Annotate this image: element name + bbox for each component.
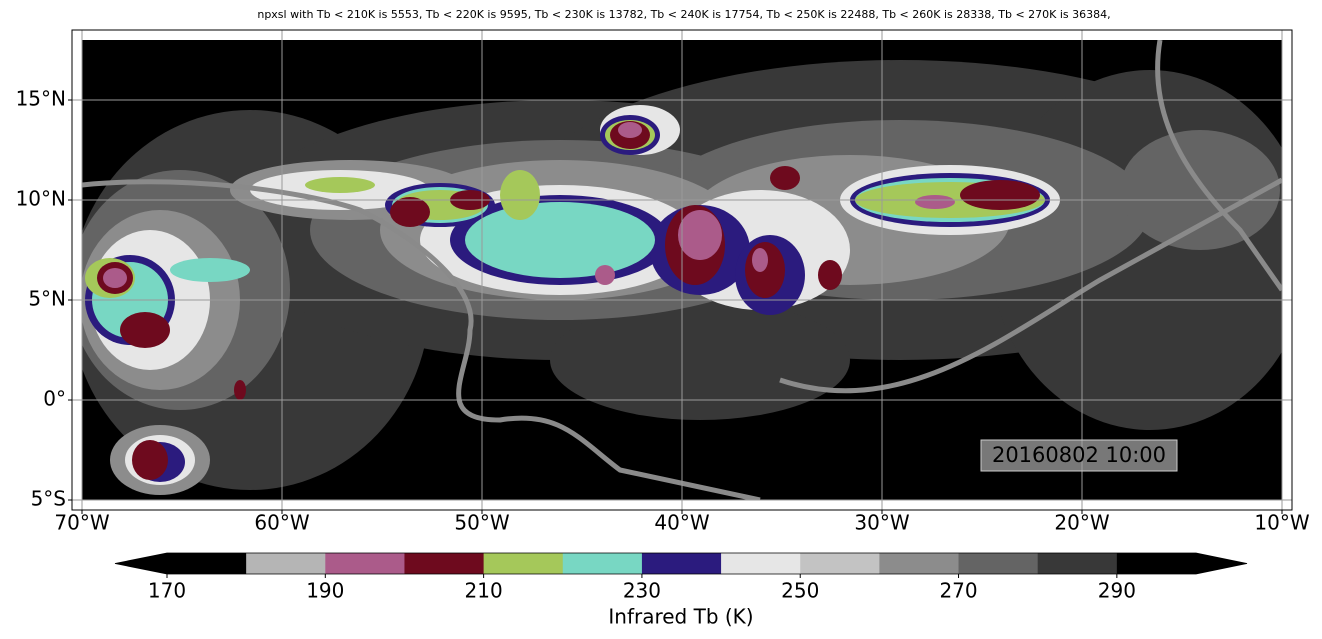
- x-tick-label: 40°W: [654, 511, 709, 535]
- y-tick-label: 5°N: [28, 287, 66, 311]
- grid: [72, 30, 1292, 510]
- timestamp: 20160802 10:00: [992, 443, 1166, 467]
- y-tick-label: 5°S: [31, 487, 66, 511]
- colorbar-segment: [483, 553, 564, 574]
- y-tick-label: 10°N: [16, 187, 66, 211]
- colorbar-tick-label: 170: [148, 579, 186, 603]
- colorbar-segment: [404, 553, 485, 574]
- colorbar-segment: [879, 553, 960, 574]
- colorbar-segment: [562, 553, 643, 574]
- timestamp-box: [980, 439, 1178, 472]
- x-tick-label: 70°W: [54, 511, 109, 535]
- coastline: [82, 40, 1282, 500]
- colorbar: 170 190 210 230 250 270 290: [114, 552, 1248, 603]
- colorbar-segment: [958, 553, 1039, 574]
- colorbar-segment: [1116, 553, 1197, 574]
- colorbar-segment: [641, 553, 722, 574]
- cloud-field: [82, 40, 1282, 500]
- colorbar-segment: [1037, 553, 1118, 574]
- colorbar-over: [1196, 553, 1247, 574]
- y-tick-label: 0°: [43, 387, 66, 411]
- x-tick-label: 50°W: [454, 511, 509, 535]
- x-tick-label: 20°W: [1054, 511, 1109, 535]
- colorbar-label: Infrared Tb (K): [608, 605, 753, 629]
- colorbar-tick-label: 230: [623, 579, 661, 603]
- colorbar-segment: [167, 553, 247, 574]
- colorbar-segment: [246, 553, 326, 574]
- colorbar-tick-label: 250: [781, 579, 819, 603]
- x-tick-label: 10°W: [1254, 511, 1309, 535]
- y-tick-label: 15°N: [16, 87, 66, 111]
- colorbar-tick-label: 270: [939, 579, 977, 603]
- colorbar-tick-label: 290: [1098, 579, 1136, 603]
- colorbar-outline: [114, 552, 1248, 575]
- x-tick-label: 60°W: [254, 511, 309, 535]
- map-title: npxsl with Tb < 210K is 5553, Tb < 220K …: [257, 8, 1110, 21]
- colorbar-segment: [325, 553, 405, 574]
- colorbar-tick-label: 210: [465, 579, 503, 603]
- colorbar-segment: [800, 553, 880, 574]
- x-tick-label: 30°W: [854, 511, 909, 535]
- colorbar-tick-label: 190: [306, 579, 344, 603]
- colorbar-under: [115, 553, 167, 574]
- colorbar-segment: [721, 553, 801, 574]
